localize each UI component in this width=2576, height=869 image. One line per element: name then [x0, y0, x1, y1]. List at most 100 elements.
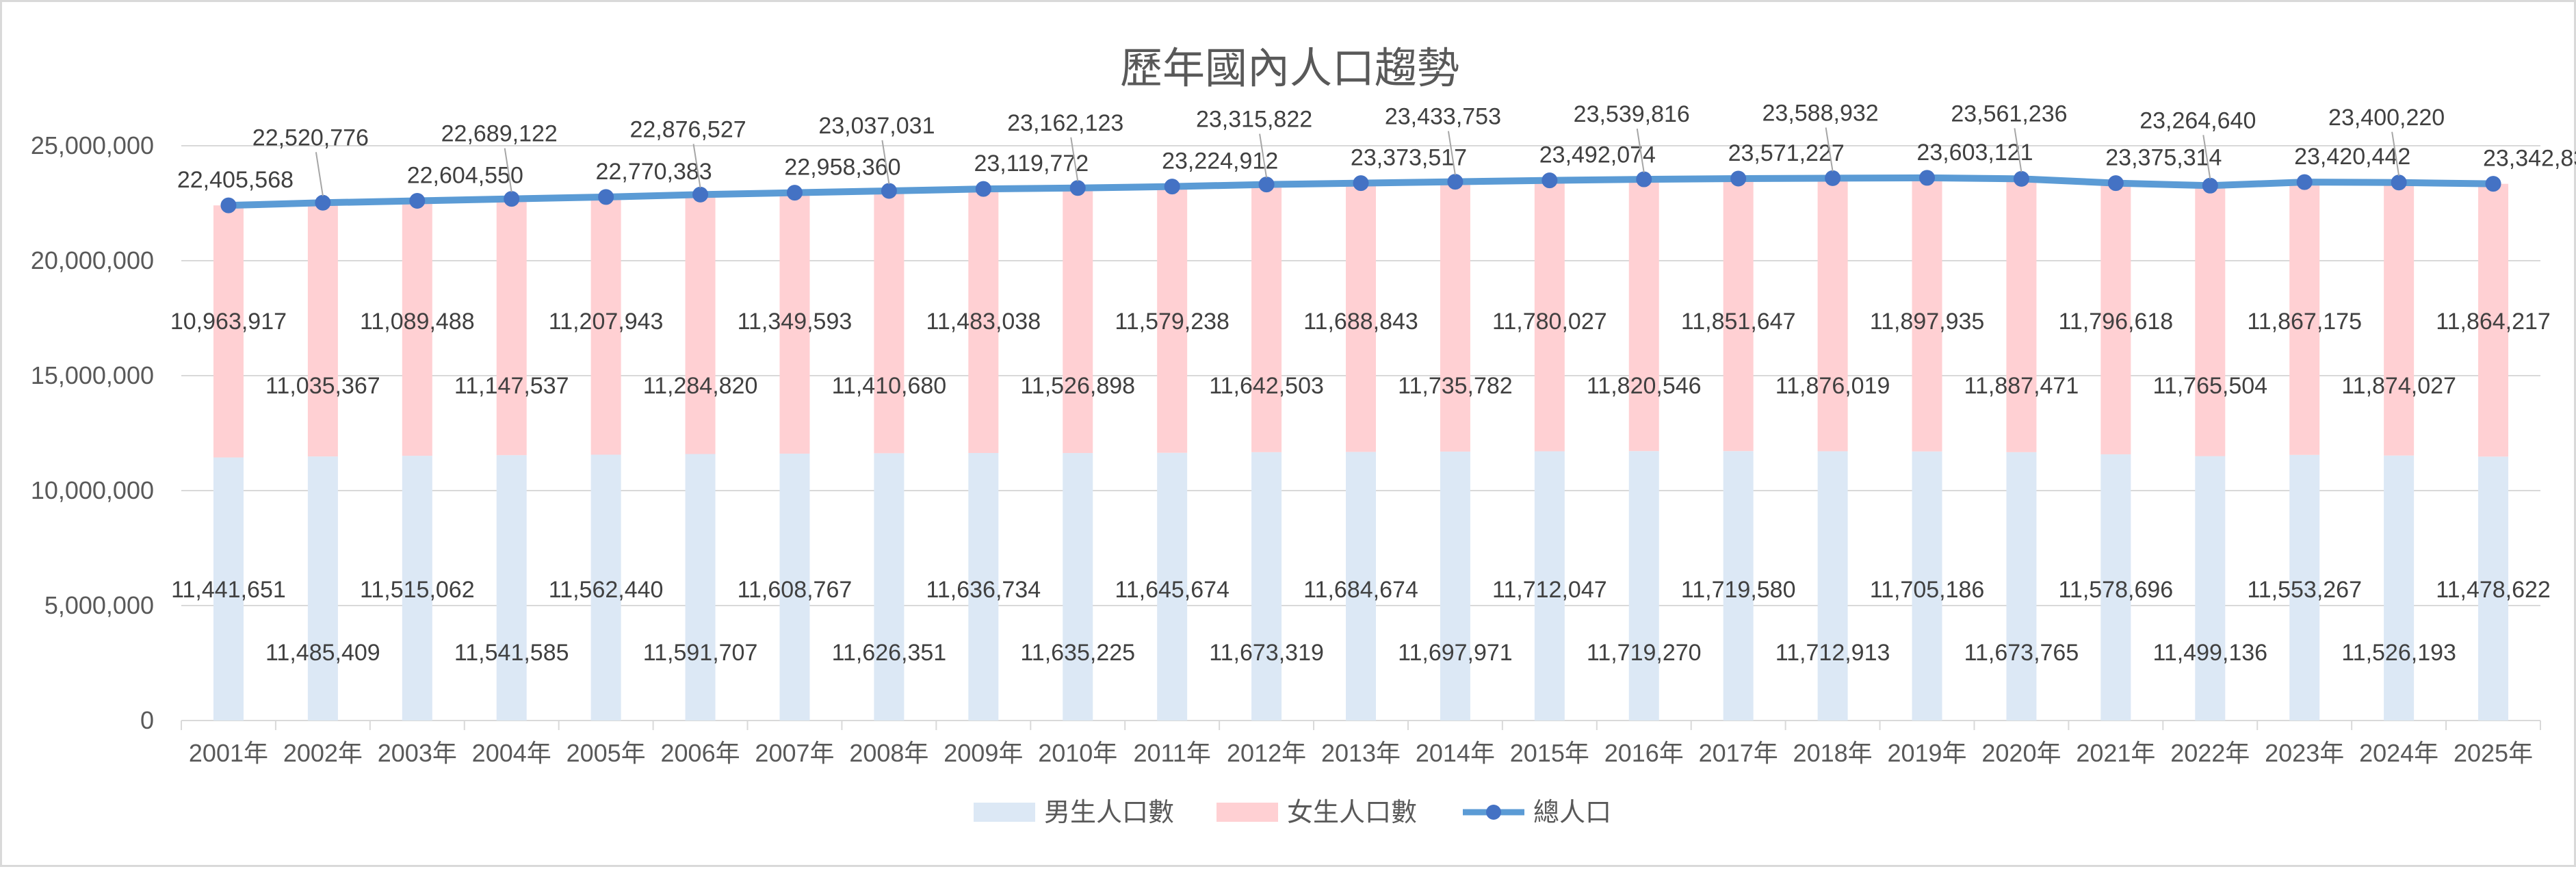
leader-line [1825, 127, 1834, 172]
male-value-label: 11,719,580 [1681, 577, 1796, 603]
total-value-label: 22,689,122 [441, 121, 558, 147]
y-tick-label: 20,000,000 [31, 246, 154, 274]
total-value-label: 23,162,123 [1007, 110, 1123, 136]
x-tick-label: 2015年 [1510, 739, 1589, 767]
x-tick-label: 2009年 [944, 739, 1023, 767]
female-value-label: 11,851,647 [1681, 309, 1796, 335]
total-value-label: 23,224,912 [1162, 148, 1278, 174]
total-value-label: 22,770,383 [596, 159, 712, 185]
female-value-label: 11,887,471 [1964, 373, 2079, 399]
total-point [2391, 174, 2407, 191]
female-value-label: 11,284,820 [643, 373, 758, 399]
total-point [2013, 170, 2029, 187]
bar-female [968, 189, 999, 454]
male-value-label: 11,608,767 [738, 577, 853, 603]
x-tick-label: 2024年 [2359, 739, 2438, 767]
bar-male [496, 455, 527, 721]
leader-line [2391, 131, 2400, 176]
x-tick-label: 2017年 [1699, 739, 1778, 767]
male-value-label: 11,515,062 [360, 577, 475, 603]
y-tick-label: 0 [140, 706, 154, 734]
total-value-label: 23,571,227 [1728, 140, 1845, 166]
male-value-label: 11,705,186 [1870, 577, 1985, 603]
female-value-label: 11,035,367 [265, 373, 380, 399]
female-value-label: 11,483,038 [926, 309, 1041, 335]
bar-male [2100, 454, 2131, 721]
bar-male [1440, 451, 1470, 721]
leader-line [881, 140, 890, 185]
total-point [598, 189, 614, 205]
x-tick-label: 2014年 [1416, 739, 1495, 767]
female-value-label: 11,765,504 [2152, 373, 2267, 399]
leader-line [2202, 135, 2211, 179]
bar-female [1346, 183, 1376, 452]
bar-male [1723, 451, 1754, 721]
male-value-label: 11,697,971 [1398, 640, 1513, 666]
bar-male [2289, 454, 2320, 721]
total-value-label: 23,342,839 [2483, 146, 2576, 172]
male-value-label: 11,712,047 [1492, 577, 1607, 603]
total-point [409, 192, 426, 209]
female-value-label: 11,349,593 [738, 309, 853, 335]
bar-male [1251, 452, 1282, 721]
y-tick-label: 10,000,000 [31, 476, 154, 504]
female-value-label: 11,147,537 [454, 373, 569, 399]
x-tick-label: 2010年 [1038, 739, 1117, 767]
total-value-label: 23,539,816 [1574, 101, 1690, 127]
bars [213, 177, 2509, 721]
x-tick-label: 2002年 [283, 739, 363, 767]
total-point [975, 181, 991, 197]
male-value-label: 11,712,913 [1775, 640, 1890, 666]
x-tick-label: 2011年 [1133, 739, 1210, 767]
bar-male [1912, 451, 1942, 721]
x-tick-label: 2016年 [1604, 739, 1684, 767]
male-value-label: 11,499,136 [2152, 640, 2267, 666]
bar-female [1534, 180, 1565, 452]
total-point [1069, 180, 1086, 196]
male-value-label: 11,645,674 [1115, 577, 1230, 603]
female-value-label: 11,874,027 [2341, 373, 2456, 399]
y-tick-label: 25,000,000 [31, 131, 154, 159]
female-value-label: 11,410,680 [832, 373, 947, 399]
male-value-label: 11,541,585 [454, 640, 569, 666]
bar-male [1063, 453, 1093, 721]
female-value-label: 11,207,943 [549, 309, 664, 335]
total-value-label: 23,373,517 [1351, 145, 1467, 171]
total-point [1541, 172, 1558, 189]
x-tick-label: 2007年 [755, 739, 834, 767]
x-tick-label: 2004年 [472, 739, 551, 767]
total-point [315, 194, 331, 211]
leader-line [504, 148, 512, 192]
bar-female [2384, 182, 2415, 456]
bar-male [213, 457, 244, 721]
male-value-label: 11,635,225 [1020, 640, 1135, 666]
total-value-label: 23,264,640 [2139, 107, 2256, 133]
bar-male [2478, 456, 2509, 721]
legend-label: 總人口 [1533, 797, 1611, 827]
male-value-label: 11,673,765 [1964, 640, 2079, 666]
total-point [786, 185, 803, 201]
bar-female [1912, 177, 1942, 452]
total-value-label: 23,561,236 [1951, 101, 2067, 127]
male-value-label: 11,553,267 [2247, 577, 2362, 603]
female-value-label: 11,796,618 [2059, 309, 2174, 335]
leader-line [1259, 133, 1268, 178]
male-value-label: 11,526,193 [2341, 640, 2456, 666]
female-value-label: 11,864,217 [2436, 309, 2551, 335]
total-point [504, 191, 520, 207]
total-point [1825, 170, 1841, 186]
bar-female [496, 198, 527, 456]
total-value-label: 23,588,932 [1762, 100, 1879, 126]
total-value-label: 23,037,031 [818, 113, 935, 139]
bar-male [1346, 452, 1376, 721]
leader-line [2014, 128, 2022, 172]
x-tick-label: 2006年 [661, 739, 740, 767]
legend-label: 女生人口數 [1287, 797, 1417, 827]
bar-male [2384, 455, 2415, 721]
total-value-label: 22,876,527 [629, 116, 746, 142]
bar-female [1157, 186, 1188, 453]
x-tick-label: 2020年 [1981, 739, 2061, 767]
legend-label: 男生人口數 [1044, 797, 1174, 827]
total-point [2107, 175, 2124, 192]
x-tick-label: 2012年 [1227, 739, 1306, 767]
